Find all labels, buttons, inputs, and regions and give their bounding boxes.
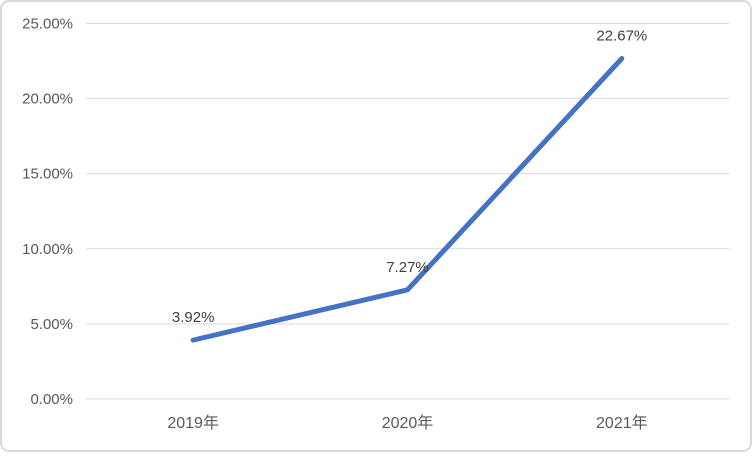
y-axis-tick-label: 15.00% (22, 166, 73, 183)
data-label: 3.92% (172, 309, 215, 326)
x-axis-category-label: 2019年 (167, 414, 219, 432)
y-axis-tick-label: 10.00% (22, 241, 73, 258)
y-axis-tick-label: 0.00% (30, 391, 73, 408)
data-label: 22.67% (596, 27, 647, 44)
series-line (190, 55, 625, 343)
x-axis-category-label: 2021年 (596, 414, 648, 432)
data-label: 7.27% (386, 259, 429, 276)
y-axis-tick-label: 20.00% (22, 91, 73, 108)
y-axis-tick-label: 5.00% (30, 316, 73, 333)
x-axis-category-label: 2020年 (382, 414, 434, 432)
y-axis-tick-label: 25.00% (22, 16, 73, 33)
